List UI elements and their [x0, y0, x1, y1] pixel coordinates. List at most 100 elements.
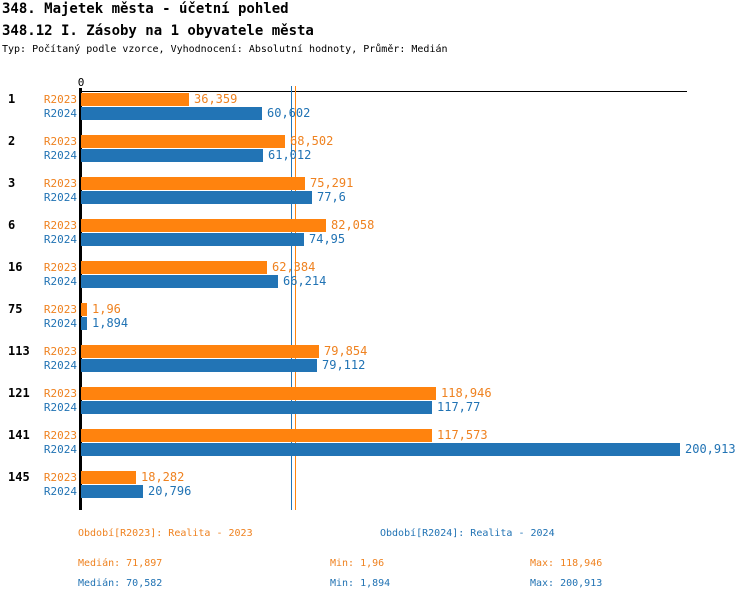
report-subtitle: 348.12 I. Zásoby na 1 obyvatele města: [2, 23, 314, 39]
category-label: 113: [8, 344, 30, 358]
median-2023-reference-line: [295, 86, 296, 510]
series-label-r2023: R2023: [43, 429, 77, 442]
bar-value-label: 77,6: [317, 190, 346, 204]
bar-group-141: 141 R2023 117,573 R2024 200,913: [0, 428, 750, 470]
bar-value-label: 36,359: [194, 92, 238, 106]
series-label-r2023: R2023: [43, 219, 77, 232]
bar-value-label: 200,913: [685, 442, 736, 456]
series-label-r2024: R2024: [43, 401, 77, 414]
bar-group-16: 16 R2023 62,384 R2024 66,214: [0, 260, 750, 302]
bar-r2023: [81, 135, 285, 148]
stat-max-2023: Max: 118,946: [530, 558, 603, 569]
series-label-r2023: R2023: [43, 303, 77, 316]
bar-r2023: [81, 303, 87, 316]
bar-row-r2023: R2023 68,502: [0, 135, 750, 148]
bar-row-r2023: R2023 75,291: [0, 177, 750, 190]
bar-value-label: 1,96: [92, 302, 121, 316]
bar-group-1: 1 R2023 36,359 R2024 60,602: [0, 92, 750, 134]
bar-r2024: [81, 359, 317, 372]
series-label-r2023: R2023: [43, 387, 77, 400]
bar-value-label: 18,282: [141, 470, 185, 484]
bar-row-r2023: R2023 1,96: [0, 303, 750, 316]
category-label: 16: [8, 260, 23, 274]
bar-row-r2024: R2024 66,214: [0, 275, 750, 288]
bar-value-label: 1,894: [92, 316, 129, 330]
x-axis-line: [81, 91, 687, 92]
stat-min-2024: Min: 1,894: [330, 578, 391, 589]
bar-row-r2024: R2024 77,6: [0, 191, 750, 204]
category-label: 145: [8, 470, 30, 484]
bar-value-label: 117,77: [437, 400, 481, 414]
series-label-r2024: R2024: [43, 275, 77, 288]
bar-r2023: [81, 471, 136, 484]
bar-group-6: 6 R2023 82,058 R2024 74,95: [0, 218, 750, 260]
series-label-r2024: R2024: [43, 149, 77, 162]
bar-value-label: 79,112: [322, 358, 366, 372]
bar-r2023: [81, 219, 326, 232]
series-label-r2024: R2024: [43, 359, 77, 372]
bar-row-r2024: R2024 117,77: [0, 401, 750, 414]
report-meta: Typ: Počítaný podle vzorce, Vyhodnocení:…: [2, 44, 448, 55]
bar-group-3: 3 R2023 75,291 R2024 77,6: [0, 176, 750, 218]
bar-row-r2023: R2023 79,854: [0, 345, 750, 358]
bar-row-r2024: R2024 79,112: [0, 359, 750, 372]
bar-r2023: [81, 345, 319, 358]
category-label: 75: [8, 302, 23, 316]
bar-row-r2023: R2023 62,384: [0, 261, 750, 274]
bar-row-r2023: R2023 36,359: [0, 93, 750, 106]
bar-value-label: 82,058: [331, 218, 375, 232]
bar-value-label: 79,854: [324, 344, 368, 358]
bar-r2024: [81, 401, 432, 414]
bar-group-145: 145 R2023 18,282 R2024 20,796: [0, 470, 750, 512]
category-label: 1: [8, 92, 16, 106]
bar-row-r2024: R2024 61,012: [0, 149, 750, 162]
bar-row-r2024: R2024 20,796: [0, 485, 750, 498]
report-title: 348. Majetek města - účetní pohled: [2, 1, 289, 17]
bar-value-label: 74,95: [309, 232, 346, 246]
bar-r2023: [81, 429, 432, 442]
bar-value-label: 20,796: [148, 484, 192, 498]
bar-row-r2024: R2024 74,95: [0, 233, 750, 246]
category-label: 141: [8, 428, 30, 442]
stat-median-2023: Medián: 71,897: [78, 558, 163, 569]
bar-value-label: 61,012: [268, 148, 312, 162]
bar-r2024: [81, 443, 680, 456]
bar-value-label: 118,946: [441, 386, 492, 400]
bar-value-label: 62,384: [272, 260, 316, 274]
bar-group-75: 75 R2023 1,96 R2024 1,894: [0, 302, 750, 344]
series-label-r2024: R2024: [43, 191, 77, 204]
series-label-r2024: R2024: [43, 233, 77, 246]
category-label: 6: [8, 218, 16, 232]
bar-r2024: [81, 149, 263, 162]
bar-group-113: 113 R2023 79,854 R2024 79,112: [0, 344, 750, 386]
bar-r2023: [81, 387, 436, 400]
bar-r2023: [81, 177, 305, 190]
bar-row-r2023: R2023 82,058: [0, 219, 750, 232]
bar-r2023: [81, 261, 267, 274]
legend-item-r2023: Období[R2023]: Realita - 2023: [78, 528, 253, 539]
series-label-r2023: R2023: [43, 135, 77, 148]
y-axis-line: [79, 88, 82, 510]
bar-group-121: 121 R2023 118,946 R2024 117,77: [0, 386, 750, 428]
series-label-r2024: R2024: [43, 443, 77, 456]
bar-row-r2024: R2024 200,913: [0, 443, 750, 456]
bar-value-label: 66,214: [283, 274, 327, 288]
bar-value-label: 60,602: [267, 106, 311, 120]
bar-r2024: [81, 233, 304, 246]
bar-group-2: 2 R2023 68,502 R2024 61,012: [0, 134, 750, 176]
series-label-r2023: R2023: [43, 471, 77, 484]
series-label-r2023: R2023: [43, 345, 77, 358]
bar-value-label: 68,502: [290, 134, 334, 148]
bar-r2023: [81, 93, 189, 106]
category-label: 3: [8, 176, 16, 190]
bar-r2024: [81, 485, 143, 498]
series-label-r2023: R2023: [43, 93, 77, 106]
series-label-r2024: R2024: [43, 107, 77, 120]
series-label-r2024: R2024: [43, 485, 77, 498]
bar-row-r2023: R2023 18,282: [0, 471, 750, 484]
median-2024-reference-line: [291, 86, 292, 510]
category-label: 2: [8, 134, 16, 148]
legend-item-r2024: Období[R2024]: Realita - 2024: [380, 528, 555, 539]
series-label-r2023: R2023: [43, 177, 77, 190]
